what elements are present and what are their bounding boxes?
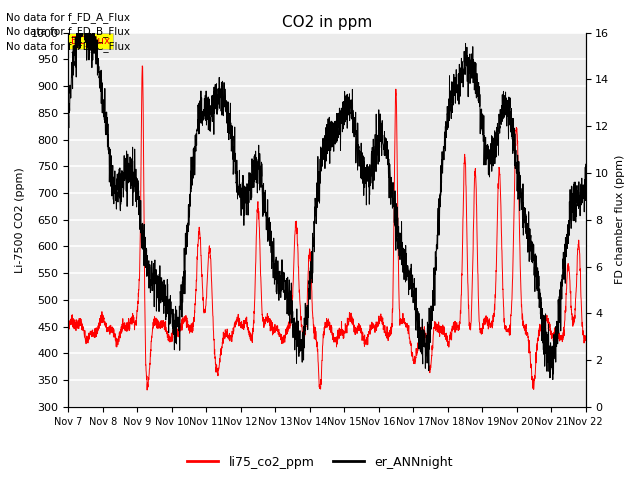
Y-axis label: FD chamber flux (ppm): FD chamber flux (ppm): [615, 155, 625, 285]
Text: No data for f_FD_A_Flux: No data for f_FD_A_Flux: [6, 12, 131, 23]
Text: No data for f_FD_B_Flux: No data for f_FD_B_Flux: [6, 26, 131, 37]
Text: BC_flux: BC_flux: [71, 36, 110, 46]
Title: CO2 in ppm: CO2 in ppm: [282, 15, 372, 30]
Text: No data for f_FD_C_Flux: No data for f_FD_C_Flux: [6, 41, 131, 52]
Legend: li75_co2_ppm, er_ANNnight: li75_co2_ppm, er_ANNnight: [182, 451, 458, 474]
Y-axis label: Li-7500 CO2 (ppm): Li-7500 CO2 (ppm): [15, 167, 25, 273]
